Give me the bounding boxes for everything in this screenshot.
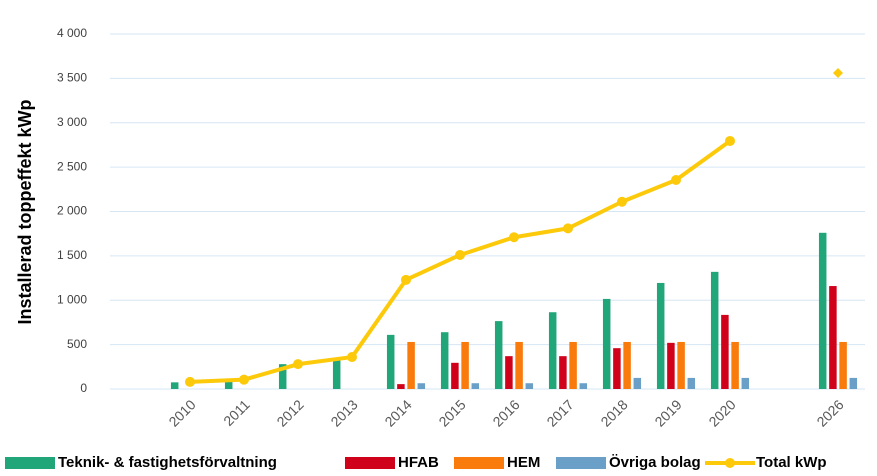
legend-swatch — [5, 457, 55, 469]
y-tick-label: 4 000 — [57, 26, 87, 40]
bar — [731, 341, 739, 389]
line-marker — [509, 232, 519, 243]
bar — [667, 342, 675, 389]
x-tick-label: 2014 — [381, 396, 414, 429]
bar — [461, 341, 469, 389]
bar — [471, 383, 480, 389]
line — [189, 139, 732, 384]
bar — [633, 377, 642, 389]
bar — [224, 381, 233, 389]
line-marker — [347, 352, 357, 363]
bar — [170, 382, 179, 389]
bar — [525, 383, 534, 389]
bar — [451, 362, 459, 389]
legend-label: HEM — [507, 454, 540, 471]
line-marker — [185, 376, 195, 387]
line-marker — [671, 174, 681, 185]
bar — [494, 321, 503, 389]
line-marker — [401, 274, 411, 285]
bar — [548, 312, 557, 389]
bar — [515, 341, 523, 389]
line-marker — [725, 135, 735, 146]
x-tick-label: 2011 — [220, 396, 253, 429]
y-tick-label: 3 500 — [57, 71, 87, 85]
bar — [710, 271, 719, 389]
legend-swatch — [725, 458, 735, 468]
bar — [278, 364, 287, 389]
bar — [386, 334, 395, 389]
bar — [569, 341, 577, 389]
bar — [623, 341, 631, 389]
line-marker — [455, 249, 465, 260]
legend-swatch — [345, 457, 395, 469]
bar — [417, 383, 426, 389]
x-tick-label: 2010 — [165, 396, 198, 429]
y-tick-label: 1 500 — [57, 248, 87, 262]
y-tick-label: 0 — [80, 381, 87, 395]
line-marker — [563, 223, 573, 234]
legend-label: Teknik- & fastighetsförvaltning — [58, 454, 277, 471]
legend-label: Total kWp — [756, 454, 827, 471]
legend-label: Övriga bolag — [609, 454, 701, 471]
bar — [505, 356, 513, 389]
bar — [559, 356, 567, 389]
bar — [839, 341, 847, 389]
x-tick-label: 2015 — [435, 396, 468, 429]
bar — [687, 377, 696, 389]
bar — [613, 348, 621, 389]
bar — [656, 282, 665, 389]
x-tick-label: 2018 — [597, 396, 630, 429]
y-axis-title: Installerad toppeffekt kWp — [15, 99, 35, 324]
line-marker — [833, 68, 843, 79]
bar — [721, 314, 729, 389]
x-tick-label: 2026 — [813, 396, 846, 429]
y-tick-label: 3 000 — [57, 115, 87, 129]
x-tick-label: 2017 — [543, 396, 576, 429]
x-tick-label: 2016 — [489, 396, 522, 429]
bar — [397, 384, 405, 389]
bar — [579, 383, 588, 389]
legend-label: HFAB — [398, 454, 439, 471]
x-tick-label: 2012 — [273, 396, 306, 429]
legend-swatch — [556, 457, 606, 469]
bar — [818, 232, 827, 389]
bar — [440, 332, 449, 389]
line-marker — [617, 196, 627, 207]
legend-swatch — [454, 457, 504, 469]
bar — [849, 377, 858, 389]
x-tick-label: 2013 — [327, 396, 360, 429]
bar — [602, 298, 611, 389]
line-marker — [239, 374, 249, 385]
x-tick-label: 2020 — [705, 396, 738, 429]
bar — [741, 377, 750, 389]
x-tick-label: 2019 — [651, 396, 684, 429]
y-tick-label: 2 000 — [57, 204, 87, 218]
bar — [332, 359, 341, 389]
y-tick-label: 2 500 — [57, 159, 87, 173]
y-tick-label: 500 — [67, 337, 87, 351]
y-tick-label: 1 000 — [57, 292, 87, 306]
bar — [829, 286, 837, 389]
line-marker — [293, 359, 303, 370]
bar — [677, 341, 685, 389]
bar — [407, 341, 415, 389]
